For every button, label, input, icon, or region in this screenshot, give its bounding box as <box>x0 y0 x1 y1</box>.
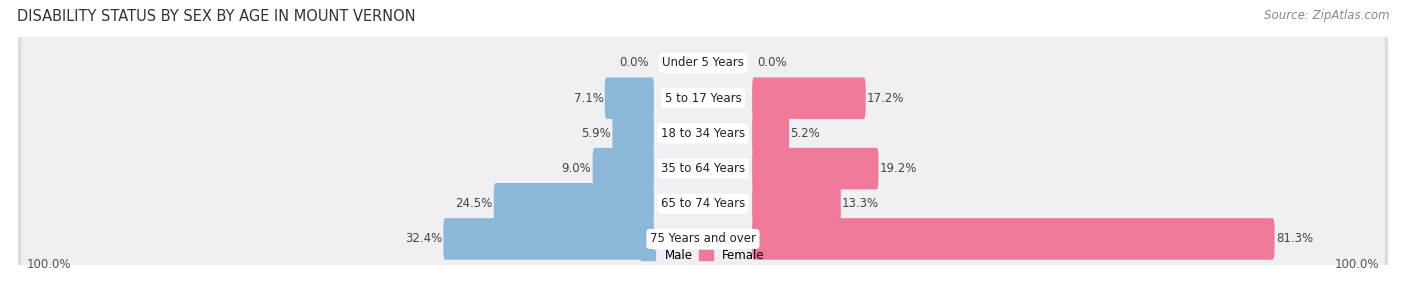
Text: 24.5%: 24.5% <box>456 197 492 210</box>
Legend: Male, Female: Male, Female <box>641 249 765 262</box>
Text: 17.2%: 17.2% <box>868 92 904 105</box>
FancyBboxPatch shape <box>21 139 1385 198</box>
FancyBboxPatch shape <box>752 183 841 224</box>
FancyBboxPatch shape <box>752 77 866 119</box>
FancyBboxPatch shape <box>18 209 1388 269</box>
FancyBboxPatch shape <box>21 104 1385 163</box>
FancyBboxPatch shape <box>21 34 1385 92</box>
Text: 81.3%: 81.3% <box>1275 232 1313 246</box>
Text: 100.0%: 100.0% <box>1334 258 1379 271</box>
FancyBboxPatch shape <box>752 148 879 189</box>
FancyBboxPatch shape <box>21 210 1385 268</box>
Text: 35 to 64 Years: 35 to 64 Years <box>661 162 745 175</box>
Text: 65 to 74 Years: 65 to 74 Years <box>661 197 745 210</box>
Text: Source: ZipAtlas.com: Source: ZipAtlas.com <box>1264 9 1389 22</box>
Text: 100.0%: 100.0% <box>27 258 72 271</box>
FancyBboxPatch shape <box>752 218 1275 260</box>
FancyBboxPatch shape <box>21 174 1385 233</box>
FancyBboxPatch shape <box>613 113 654 154</box>
Text: 13.3%: 13.3% <box>842 197 879 210</box>
Text: 5.9%: 5.9% <box>582 127 612 140</box>
FancyBboxPatch shape <box>593 148 654 189</box>
Text: 19.2%: 19.2% <box>880 162 917 175</box>
FancyBboxPatch shape <box>18 138 1388 199</box>
FancyBboxPatch shape <box>752 113 789 154</box>
FancyBboxPatch shape <box>21 69 1385 128</box>
Text: 32.4%: 32.4% <box>405 232 441 246</box>
Text: Under 5 Years: Under 5 Years <box>662 56 744 70</box>
Text: 0.0%: 0.0% <box>758 56 787 70</box>
Text: 18 to 34 Years: 18 to 34 Years <box>661 127 745 140</box>
Text: 5.2%: 5.2% <box>790 127 820 140</box>
Text: DISABILITY STATUS BY SEX BY AGE IN MOUNT VERNON: DISABILITY STATUS BY SEX BY AGE IN MOUNT… <box>17 9 416 24</box>
Text: 7.1%: 7.1% <box>574 92 603 105</box>
FancyBboxPatch shape <box>18 174 1388 234</box>
FancyBboxPatch shape <box>18 33 1388 93</box>
Text: 75 Years and over: 75 Years and over <box>650 232 756 246</box>
Text: 0.0%: 0.0% <box>619 56 648 70</box>
FancyBboxPatch shape <box>18 103 1388 164</box>
Text: 5 to 17 Years: 5 to 17 Years <box>665 92 741 105</box>
Text: 9.0%: 9.0% <box>561 162 592 175</box>
FancyBboxPatch shape <box>605 77 654 119</box>
FancyBboxPatch shape <box>18 68 1388 128</box>
FancyBboxPatch shape <box>494 183 654 224</box>
FancyBboxPatch shape <box>443 218 654 260</box>
